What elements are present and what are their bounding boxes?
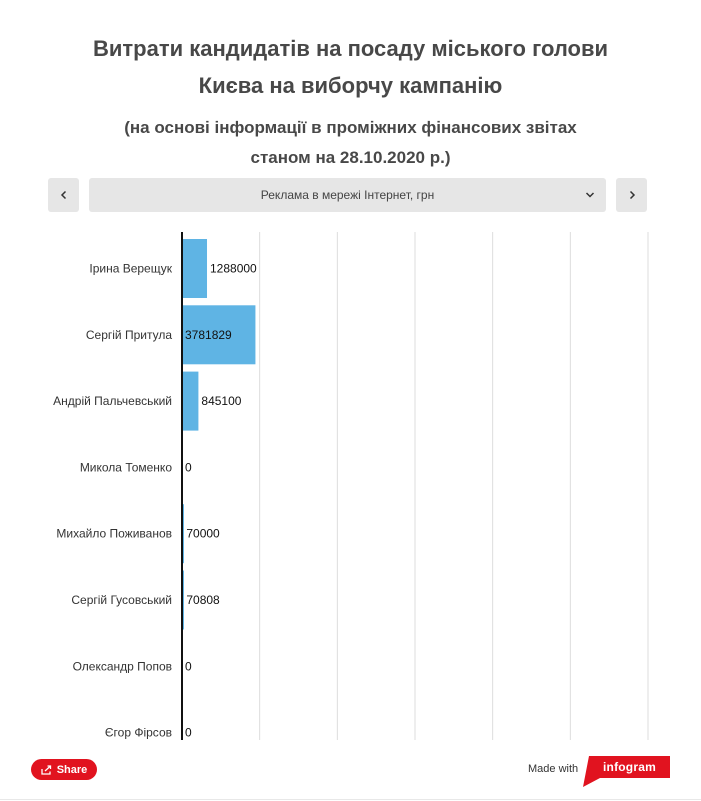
chevron-down-icon — [585, 192, 595, 198]
data-label: 0 — [185, 659, 192, 673]
bar — [182, 371, 199, 431]
bar — [182, 239, 208, 298]
next-dataset-button[interactable] — [616, 178, 647, 212]
category-label: Ірина Верещук — [89, 262, 172, 276]
category-label: Михайло Поживанов — [56, 527, 172, 541]
footer-divider — [0, 799, 701, 800]
chart-title: Витрати кандидатів на посаду міського го… — [0, 30, 701, 104]
chart-subtitle-line-1: (на основі інформації в проміжних фінанс… — [124, 118, 577, 137]
dataset-dropdown-label: Реклама в мережі Інтернет, грн — [260, 188, 435, 202]
data-label: 1288000 — [210, 262, 257, 276]
category-label: Сергій Гусовський — [71, 593, 172, 607]
data-label: 3781829 — [185, 328, 232, 342]
category-label: Олександр Попов — [73, 659, 172, 673]
category-label: Андрій Пальчевський — [53, 394, 172, 408]
category-label: Єгор Фірсов — [105, 726, 172, 740]
infogram-logo-text: infogram — [603, 760, 656, 774]
bar — [182, 305, 256, 365]
chart-title-line-2: Києва на виборчу кампанію — [198, 73, 503, 98]
chart-subtitle: (на основі інформації в проміжних фінанс… — [0, 113, 701, 173]
chevron-right-icon — [629, 190, 635, 200]
data-label: 70808 — [186, 593, 220, 607]
data-label: 0 — [185, 460, 192, 474]
category-label: Микола Томенко — [80, 460, 173, 474]
data-label: 845100 — [201, 394, 241, 408]
footer: Share Made with infogram — [0, 740, 701, 801]
category-label: Сергій Притула — [86, 328, 172, 342]
made-with-text: Made with — [528, 763, 579, 775]
share-icon — [41, 764, 51, 775]
infogram-logo-shape — [583, 756, 670, 787]
chart-title-line-1: Витрати кандидатів на посаду міського го… — [92, 36, 609, 61]
share-label: Share — [56, 763, 88, 776]
previous-dataset-button[interactable] — [48, 178, 79, 212]
infogram-logo[interactable]: infogram — [583, 756, 670, 787]
data-label: 70000 — [186, 527, 220, 541]
dataset-dropdown[interactable]: Реклама в мережі Інтернет, грн — [89, 178, 606, 212]
bar-chart-svg: Ірина Верещук 1288000 Сергій Притула 378182… — [53, 232, 649, 740]
share-button[interactable]: Share — [31, 759, 97, 780]
dataset-selector: Реклама в мережі Інтернет, грн — [48, 178, 647, 212]
chart-header: Витрати кандидатів на посаду міського го… — [0, 30, 701, 173]
data-label: 0 — [185, 726, 192, 740]
chart-subtitle-line-2: станом на 28.10.2020 р.) — [250, 148, 451, 167]
bar-chart: Ірина Верещук 1288000 Сергій Притула 378182… — [0, 232, 701, 740]
chevron-left-icon — [60, 190, 66, 200]
